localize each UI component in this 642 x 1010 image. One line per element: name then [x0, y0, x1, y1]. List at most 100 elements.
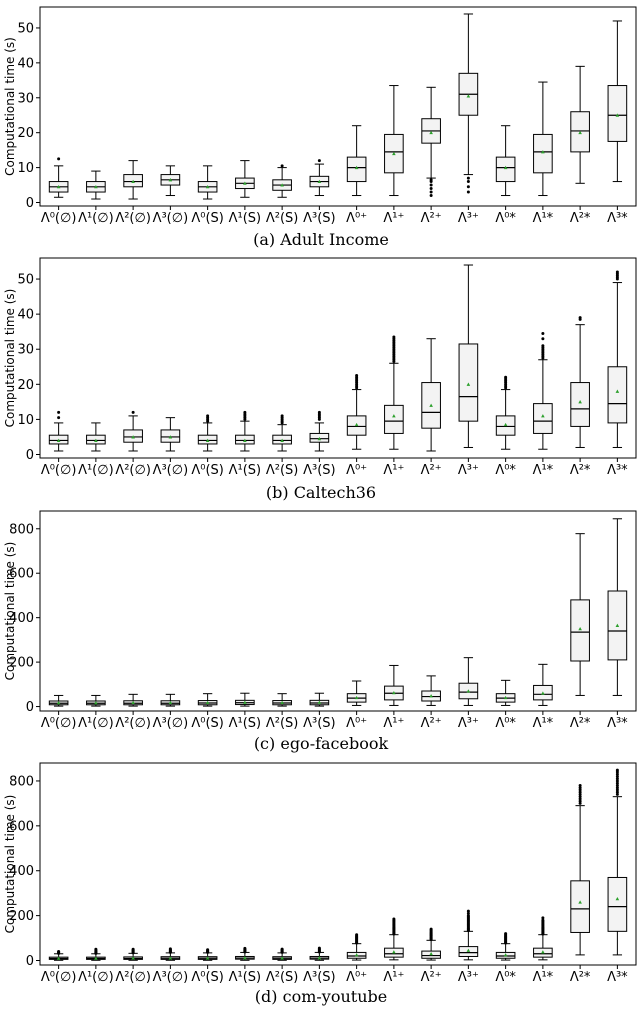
box-8: [346, 680, 367, 706]
mean-marker: [56, 184, 61, 189]
box-body: [570, 880, 590, 933]
outlier-point: [615, 777, 619, 781]
mean-marker: [578, 400, 582, 404]
box-body: [607, 366, 628, 424]
x-tick-label: Λ⁰*: [495, 970, 516, 985]
x-tick-label: Λ³*: [607, 463, 628, 478]
box-14: [570, 783, 590, 956]
mean-marker: [466, 382, 471, 386]
box-15: [607, 518, 628, 696]
box-13: [533, 916, 553, 961]
x-tick-label: Λ⁰*: [495, 463, 516, 478]
outlier-point: [317, 410, 321, 414]
x-tick-label: Λ⁰(∅): [41, 463, 77, 478]
box-body: [607, 876, 628, 932]
outlier-point: [243, 410, 247, 414]
box-7: [309, 410, 330, 452]
x-tick-label: Λ¹⁺: [383, 970, 404, 985]
outlier-point: [504, 932, 508, 936]
outlier-point: [615, 783, 619, 787]
x-tick-label: Λ²⁺: [421, 970, 442, 985]
box-14: [570, 316, 590, 448]
x-tick-label: Λ²(∅): [115, 716, 151, 731]
box-6: [272, 947, 292, 961]
x-tick-label: Λ¹(∅): [78, 463, 114, 478]
outlier-point: [429, 183, 433, 187]
x-tick-label: Λ⁰(S): [191, 463, 224, 478]
box-15: [607, 768, 628, 956]
outlier-point: [429, 187, 433, 191]
outlier-point: [578, 786, 582, 790]
y-axis-label: Computational time (s): [3, 542, 17, 681]
box-12: [495, 679, 516, 706]
box-0: [48, 950, 69, 961]
outlier-point: [206, 414, 210, 418]
outlier-point: [280, 414, 284, 418]
x-tick-label: Λ¹⁺: [383, 463, 404, 478]
box-9: [384, 85, 404, 197]
outlier-point: [57, 157, 61, 161]
box-2: [123, 693, 143, 707]
box-11: [458, 13, 479, 194]
x-tick-label: Λ¹*: [533, 716, 554, 731]
x-tick-label: Λ²*: [570, 716, 591, 731]
mean-marker: [168, 956, 173, 960]
box-7: [309, 946, 330, 961]
x-tick-label: Λ²⁺: [421, 463, 442, 478]
box-9: [384, 664, 404, 706]
mean-marker: [168, 435, 173, 439]
mean-marker: [354, 953, 359, 957]
mean-marker: [317, 700, 322, 704]
mean-marker: [94, 700, 98, 705]
y-tick-label: 600: [9, 567, 34, 582]
box-11: [458, 264, 479, 448]
x-tick-label: Λ⁰⁺: [346, 970, 367, 985]
box-14: [570, 65, 590, 184]
mean-marker: [541, 691, 545, 695]
box-14: [570, 533, 590, 696]
outlier-point: [206, 948, 210, 952]
mean-marker: [541, 414, 545, 418]
outlier-point: [541, 344, 545, 348]
box-9: [384, 335, 404, 450]
box-1: [86, 170, 106, 200]
mean-marker: [429, 403, 433, 407]
y-tick-label: 20: [17, 378, 34, 393]
panel-com-youtube: 0 200 400 600 800 Computational time (s) Λ⁰(∅)…: [0, 755, 642, 1010]
x-tick-label: Λ²(∅): [115, 970, 151, 985]
x-tick-label: Λ¹*: [533, 463, 554, 478]
mean-marker: [578, 130, 582, 135]
x-tick-label: Λ³(∅): [153, 463, 189, 478]
y-tick-label: 50: [17, 21, 34, 36]
caption-adult-income: (a) Adult Income: [253, 230, 389, 249]
outlier-point: [615, 781, 619, 785]
mean-marker: [280, 956, 284, 960]
panel-ego-facebook: 0 200 400 600 800 Computational time (s) Λ⁰(∅)…: [0, 503, 642, 755]
x-tick-label: Λ³(S): [303, 716, 336, 731]
mean-marker: [94, 438, 98, 442]
mean-marker: [131, 956, 135, 960]
chart-ego-facebook: 0 200 400 600 800 Computational time (s) Λ⁰(∅)…: [3, 510, 637, 731]
outlier-point: [578, 799, 582, 803]
box-5: [235, 946, 255, 961]
mean-marker: [131, 700, 135, 705]
chart-com-youtube: 0 200 400 600 800 Computational time (s) Λ⁰(∅)…: [3, 762, 637, 985]
mean-marker: [392, 414, 396, 418]
mean-marker: [578, 626, 582, 631]
box-13: [533, 81, 553, 197]
mean-marker: [280, 700, 284, 705]
box-4: [197, 414, 218, 452]
box-2: [123, 160, 143, 200]
mean-marker: [94, 956, 98, 960]
outlier-point: [615, 779, 619, 783]
outlier-point: [168, 947, 172, 951]
box-10: [421, 86, 441, 198]
box-body: [384, 404, 404, 434]
outlier-point: [280, 164, 284, 168]
plot-frame: [39, 762, 637, 966]
x-tick-label: Λ²(∅): [115, 211, 151, 226]
outlier-point: [541, 918, 545, 922]
box-6: [272, 164, 292, 198]
mean-marker: [429, 951, 433, 956]
x-tick-label: Λ²⁺: [421, 211, 442, 226]
